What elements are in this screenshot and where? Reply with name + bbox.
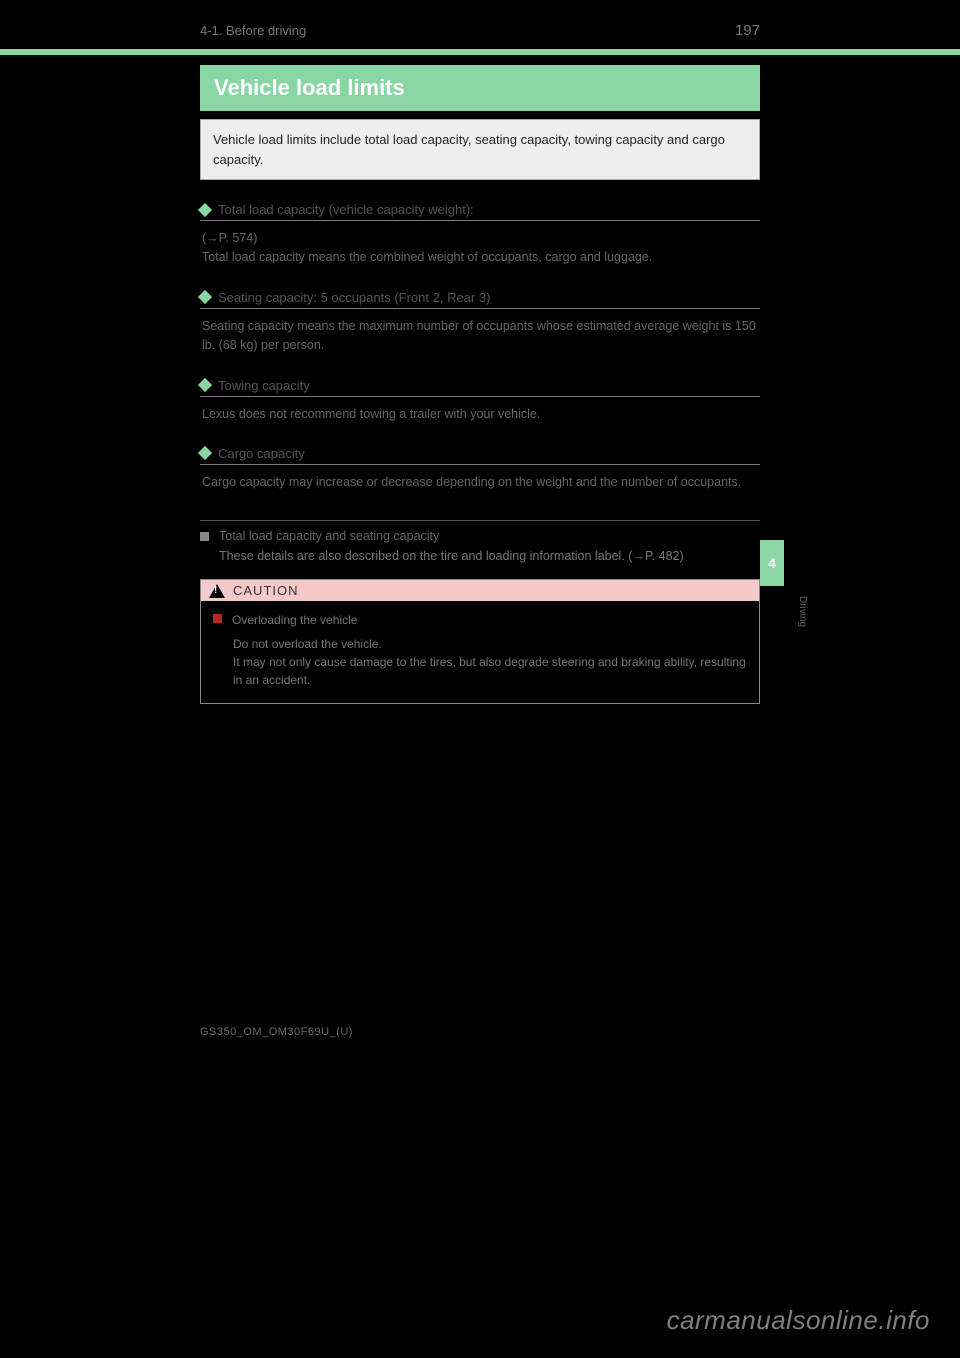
sub-item-title: Total load capacity and seating capacity <box>219 529 684 543</box>
header-divider <box>0 49 960 55</box>
chapter-label: Driving <box>797 596 808 627</box>
caution-header: CAUTION <box>200 579 760 601</box>
intro-text: Vehicle load limits include total load c… <box>200 119 760 180</box>
chapter-tab: 4 <box>760 540 784 586</box>
section-body-3: Lexus does not recommend towing a traile… <box>200 405 760 424</box>
caution-title: Overloading the vehicle <box>232 611 357 629</box>
diamond-icon <box>198 202 212 216</box>
section-head-1: Total load capacity (vehicle capacity we… <box>200 202 760 221</box>
section-head-2: Seating capacity: 5 occupants (Front 2, … <box>200 290 760 309</box>
section-head-3: Towing capacity <box>200 378 760 397</box>
red-bullet-icon <box>213 614 222 623</box>
caution-body: Do not overload the vehicle. It may not … <box>233 635 747 689</box>
divider <box>200 520 760 521</box>
page-number: 197 <box>735 22 760 39</box>
page-title: Vehicle load limits <box>200 65 760 111</box>
section-head-4: Cargo capacity <box>200 446 760 465</box>
document-id: GS350_OM_OM30F69U_(U) <box>200 1026 353 1038</box>
diamond-icon <box>198 446 212 460</box>
watermark: carmanualsonline.info <box>667 1305 930 1336</box>
section-body-2: Seating capacity means the maximum numbe… <box>200 317 760 356</box>
section-title-1: Total load capacity (vehicle capacity we… <box>218 202 474 217</box>
page-content: Vehicle load limits Vehicle load limits … <box>0 65 960 704</box>
page-header: 4-1. Before driving 197 <box>0 0 960 49</box>
section-body-1: (→P. 574) Total load capacity means the … <box>200 229 760 268</box>
sub-item: Total load capacity and seating capacity… <box>200 529 760 563</box>
section-title-2: Seating capacity: 5 occupants (Front 2, … <box>218 290 490 305</box>
section-breadcrumb: 4-1. Before driving <box>200 23 306 38</box>
diamond-icon <box>198 378 212 392</box>
section-title-4: Cargo capacity <box>218 446 305 461</box>
section-body-4: Cargo capacity may increase or decrease … <box>200 473 760 492</box>
warning-icon <box>209 584 225 598</box>
section-title-3: Towing capacity <box>218 378 310 393</box>
diamond-icon <box>198 290 212 304</box>
sub-item-body: These details are also described on the … <box>219 549 684 563</box>
square-bullet-icon <box>200 532 209 541</box>
caution-label: CAUTION <box>233 583 299 598</box>
caution-box: Overloading the vehicle Do not overload … <box>200 601 760 704</box>
